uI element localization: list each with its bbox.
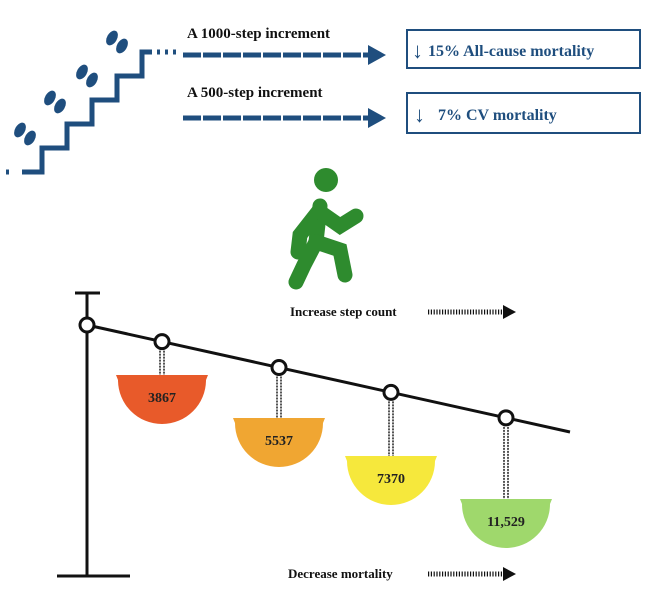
weight-label: 5537 xyxy=(265,434,293,449)
down-arrow-icon: ↓ xyxy=(412,38,423,63)
weight-label: 11,529 xyxy=(487,515,525,530)
weight-4: 11,529 xyxy=(460,409,552,548)
arrow-1000-step xyxy=(183,45,386,65)
weight-bowl xyxy=(460,499,552,548)
hook-point xyxy=(153,333,171,351)
decrease-mortality-label: Decrease mortality xyxy=(288,566,393,581)
weight-bowl xyxy=(233,418,325,467)
weight-bowl xyxy=(345,456,437,505)
hook-point xyxy=(382,383,400,401)
arrow-500-step xyxy=(183,108,386,128)
cv-result-box xyxy=(406,92,641,134)
lever-stand xyxy=(57,291,130,578)
weight-label: 3867 xyxy=(148,391,176,406)
increment-1000-label: A 1000-step increment xyxy=(187,26,330,42)
weight-bowl xyxy=(116,375,208,424)
all-cause-result-text: 15% All-cause mortality xyxy=(428,43,594,60)
hook-point xyxy=(497,409,515,427)
cv-result-text: 7% CV mortality xyxy=(438,107,557,124)
increase-arrow-icon xyxy=(428,305,516,319)
pivot-point xyxy=(78,316,96,334)
walking-person-icon xyxy=(288,168,364,290)
weight-label: 7370 xyxy=(377,472,405,487)
footprints-icon xyxy=(14,30,128,146)
weight-1: 3867 xyxy=(116,333,208,424)
all-cause-result-box xyxy=(406,29,641,69)
down-arrow-icon: ↓ xyxy=(414,102,425,127)
increment-500-label: A 500-step increment xyxy=(187,85,323,101)
weight-3: 7370 xyxy=(345,383,437,505)
decrease-arrow-icon xyxy=(428,567,516,581)
hook-point xyxy=(270,359,288,377)
stairs-icon xyxy=(6,49,178,175)
weight-2: 5537 xyxy=(233,359,325,467)
increase-step-count-label: Increase step count xyxy=(290,304,397,319)
